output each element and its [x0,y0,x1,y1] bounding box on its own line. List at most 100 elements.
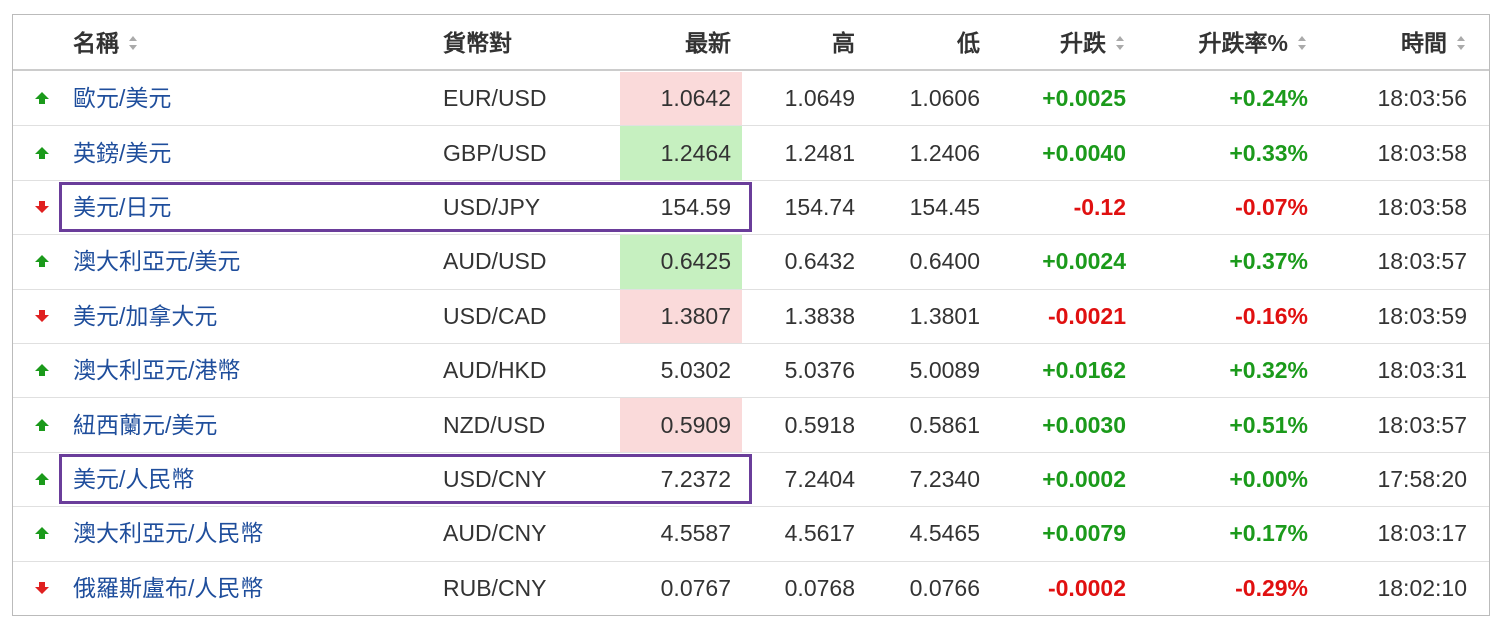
cell-highlight [620,72,742,126]
change-percent: +0.24% [1229,85,1308,112]
high-price: 154.74 [784,194,855,220]
sort-icon[interactable] [1296,34,1308,52]
update-time: 18:03:56 [1377,85,1467,112]
low-price: 1.2406 [909,139,980,166]
currency-pair: USD/CAD [443,302,547,329]
last-price: 7.2372 [660,466,731,492]
last-price: 1.3807 [660,302,731,329]
last-price: 4.5587 [660,520,731,547]
currency-name[interactable]: 紐西蘭元/美元 [73,411,218,438]
row-divider [13,179,1489,181]
change: +0.0040 [1042,139,1126,166]
down-arrow [35,581,49,594]
up-arrow [35,473,49,485]
last-price: 5.0302 [660,357,731,384]
currency-pair: AUD/HKD [443,357,547,384]
update-time: 18:03:58 [1377,194,1467,220]
sort-icon[interactable] [1114,34,1126,52]
low-price: 1.3801 [909,302,980,329]
column-header: 貨幣對 [443,30,512,56]
row-highlight-box [59,181,752,232]
low-price: 0.5861 [909,411,980,438]
last-price: 0.5909 [660,411,731,438]
change: +0.0079 [1042,520,1126,547]
change-percent: -0.07% [1235,194,1308,220]
column-header[interactable]: 升跌 [1060,30,1106,56]
low-price: 7.2340 [909,466,980,492]
row-divider [13,397,1489,399]
currency-name[interactable]: 澳大利亞元/人民幣 [73,520,264,547]
low-price: 0.6400 [909,248,980,275]
currency-name[interactable]: 澳大利亞元/美元 [73,248,241,275]
currency-pair: NZD/USD [443,411,546,438]
currency-pair: USD/JPY [443,194,541,220]
high-price: 1.3838 [784,302,855,329]
change-percent: +0.33% [1229,139,1308,166]
high-price: 4.5617 [784,520,855,547]
change-percent: +0.32% [1229,357,1308,384]
up-arrow [35,418,49,431]
up-arrow [35,527,49,540]
change: -0.12 [1073,194,1126,220]
column-header[interactable]: 時間 [1401,30,1447,56]
low-price: 1.0606 [909,85,980,112]
update-time: 18:03:17 [1377,520,1467,547]
currency-name[interactable]: 美元/人民幣 [73,466,195,492]
currency-name[interactable]: 澳大利亞元/港幣 [73,357,241,384]
sort-icon[interactable] [127,34,139,52]
currency-pair: EUR/USD [443,85,547,112]
last-price: 0.6425 [660,248,731,275]
update-time: 18:03:57 [1377,248,1467,275]
column-header: 低 [957,30,980,56]
last-price: 154.59 [660,194,731,220]
change: +0.0024 [1042,248,1126,275]
change: -0.0021 [1047,302,1126,329]
last-price: 1.2464 [660,139,731,166]
cell-highlight [620,398,742,452]
currency-name[interactable]: 美元/加拿大元 [73,302,218,329]
currency-pair: USD/CNY [443,466,547,492]
row-divider [13,125,1489,127]
currency-pair: RUB/CNY [443,574,547,601]
down-arrow [35,309,49,322]
update-time: 17:58:20 [1377,466,1467,492]
low-price: 5.0089 [909,357,980,384]
high-price: 0.5918 [784,411,855,438]
low-price: 154.45 [909,194,980,220]
change-percent: -0.29% [1235,574,1308,601]
high-price: 7.2404 [784,466,855,492]
column-header[interactable]: 名稱 [73,30,119,56]
row-divider [13,234,1489,236]
row-divider [13,451,1489,453]
table-frame [12,14,1490,616]
currency-name[interactable]: 英鎊/美元 [73,139,172,166]
row-divider [13,288,1489,290]
currency-pair: AUD/CNY [443,520,547,547]
row-divider [13,506,1489,508]
change-percent: -0.16% [1235,302,1308,329]
column-header: 高 [832,30,855,56]
cell-highlight [620,235,742,289]
change: +0.0025 [1042,85,1126,112]
change-percent: +0.37% [1229,248,1308,275]
header-divider [13,69,1489,71]
down-arrow [35,201,49,213]
last-price: 1.0642 [660,85,731,112]
currency-name[interactable]: 美元/日元 [73,194,172,220]
change: -0.0002 [1047,574,1126,601]
sort-icon[interactable] [1455,34,1467,52]
update-time: 18:03:31 [1377,357,1467,384]
last-price: 0.0767 [660,574,731,601]
high-price: 0.6432 [784,248,855,275]
change: +0.0162 [1042,357,1126,384]
cell-highlight [620,289,742,343]
change-percent: +0.17% [1229,520,1308,547]
change-percent: +0.00% [1229,466,1308,492]
column-header[interactable]: 升跌率% [1198,30,1288,56]
currency-name[interactable]: 俄羅斯盧布/人民幣 [73,574,264,601]
currency-name[interactable]: 歐元/美元 [73,85,172,112]
high-price: 1.2481 [784,139,855,166]
up-arrow [35,92,49,105]
up-arrow [35,364,49,377]
high-price: 0.0768 [784,574,855,601]
